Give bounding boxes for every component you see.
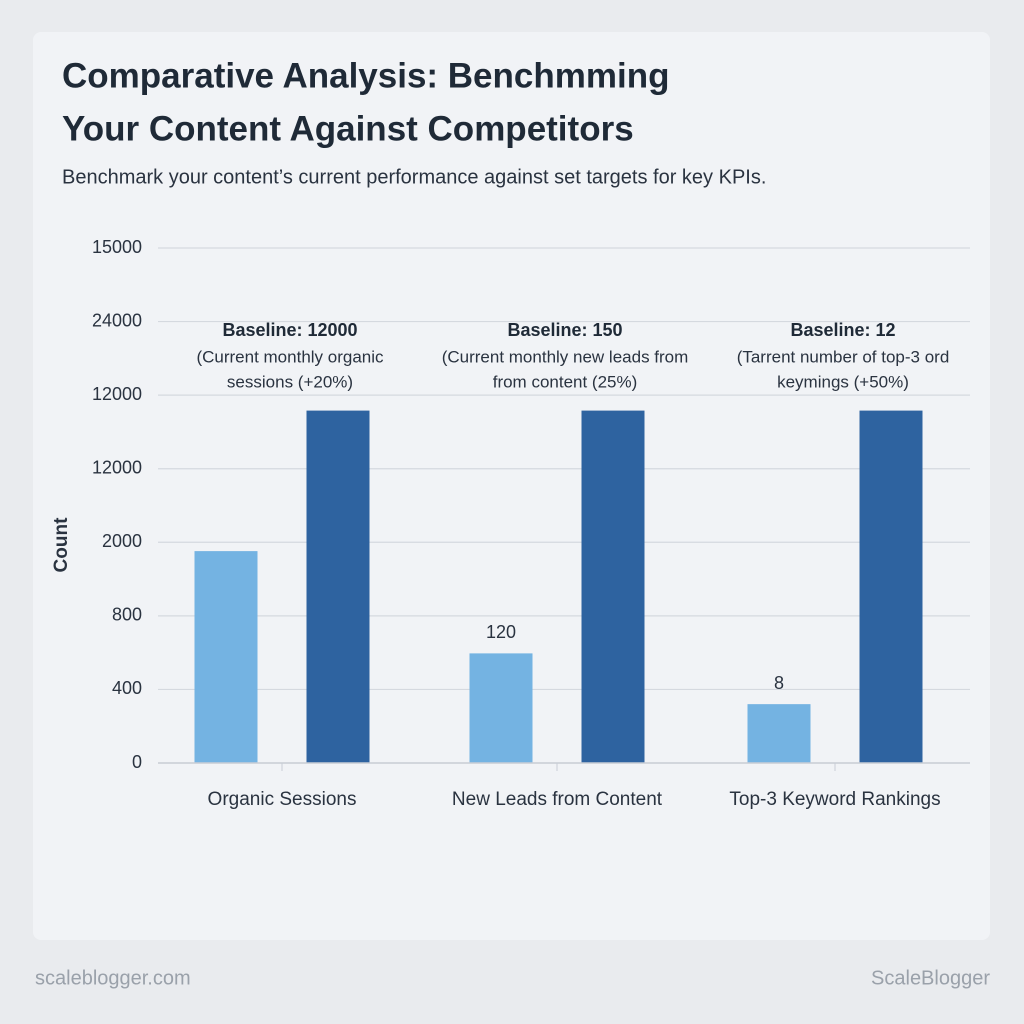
- footer-right: ScaleBlogger: [871, 967, 990, 989]
- y-tick-label: 12000: [92, 384, 142, 404]
- bar: [194, 551, 258, 763]
- bar: [306, 410, 370, 763]
- footer-left: scaleblogger.com: [35, 967, 191, 989]
- annotation-line: (Current monthly organic: [196, 347, 384, 366]
- annotation-title: Baseline: 150: [507, 320, 622, 340]
- y-tick-label: 15000: [92, 237, 142, 257]
- annotation-line: (Tarrent number of top-3 ord: [737, 347, 950, 366]
- annotation-line: from content (25%): [493, 372, 638, 391]
- chart-subtitle: Benchmark your content’s current perform…: [62, 166, 766, 188]
- annotation-line: (Current monthly new leads from: [442, 347, 689, 366]
- bar: [469, 653, 533, 763]
- bar: [859, 410, 923, 763]
- annotation-line: keymings (+50%): [777, 372, 909, 391]
- y-axis-label: Count: [51, 517, 72, 573]
- y-tick-label: 2000: [102, 531, 142, 551]
- y-tick-label: 0: [132, 752, 142, 772]
- bar-label: 120: [486, 622, 516, 642]
- annotation-title: Baseline: 12000: [222, 320, 357, 340]
- chart-title: Your Content Against Competitors: [62, 109, 634, 148]
- y-tick-label: 12000: [92, 457, 142, 477]
- bar-label: 8: [774, 673, 784, 693]
- annotation-title: Baseline: 12: [790, 320, 895, 340]
- x-tick-label: Organic Sessions: [208, 789, 357, 810]
- x-tick-label: New Leads from Content: [452, 789, 663, 810]
- y-tick-label: 800: [112, 605, 142, 625]
- y-tick-label: 24000: [92, 310, 142, 330]
- chart-title: Comparative Analysis: Benchmming: [62, 56, 669, 95]
- x-tick-label: Top-3 Keyword Rankings: [729, 789, 940, 810]
- y-tick-label: 400: [112, 678, 142, 698]
- bar: [747, 704, 811, 763]
- annotation-line: sessions (+20%): [227, 372, 353, 391]
- bar: [581, 410, 645, 763]
